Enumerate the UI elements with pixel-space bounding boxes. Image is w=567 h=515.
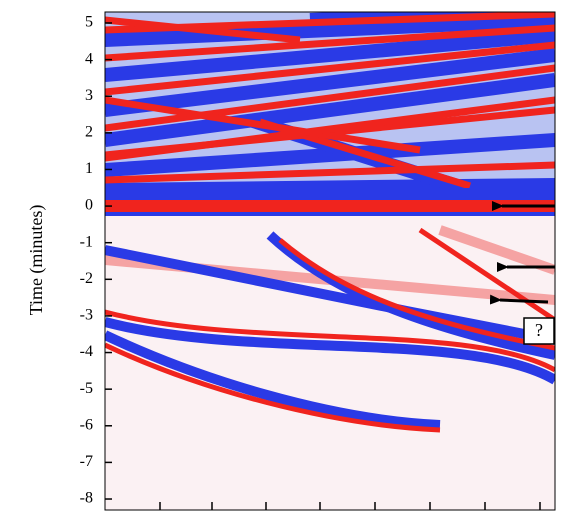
y-tick-label: -8 bbox=[80, 490, 93, 507]
y-tick-label: 1 bbox=[85, 160, 93, 177]
y-tick-label: -1 bbox=[80, 233, 93, 250]
annotation-box bbox=[523, 317, 555, 345]
y-tick-label: -6 bbox=[80, 416, 93, 433]
y-tick-label: 5 bbox=[85, 14, 93, 31]
annotation: ? bbox=[535, 320, 543, 340]
y-tick-label: -7 bbox=[80, 453, 93, 470]
y-tick-label: 4 bbox=[85, 50, 93, 67]
heatmap-image bbox=[105, 12, 555, 510]
y-axis-label: Time (minutes) bbox=[26, 205, 47, 316]
y-tick-label: 0 bbox=[85, 197, 93, 214]
y-tick-label: -2 bbox=[80, 270, 93, 287]
y-tick-label: 3 bbox=[85, 87, 93, 104]
x-ticks bbox=[159, 502, 541, 510]
y-tick-label: -3 bbox=[80, 307, 93, 324]
y-tick-label: -4 bbox=[80, 343, 93, 360]
y-tick-label: -5 bbox=[80, 380, 93, 397]
arrows bbox=[489, 201, 555, 305]
y-tick-label: 2 bbox=[85, 124, 93, 141]
plot-frame bbox=[104, 11, 556, 511]
